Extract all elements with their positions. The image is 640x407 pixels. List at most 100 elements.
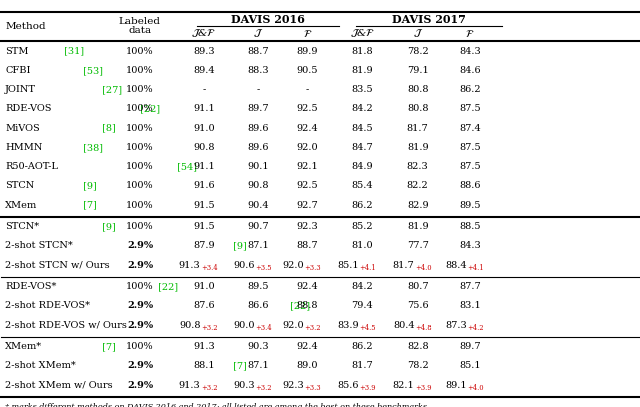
Text: 81.9: 81.9 (407, 143, 429, 152)
Text: 90.1: 90.1 (247, 162, 269, 171)
Text: 86.2: 86.2 (351, 342, 373, 351)
Text: STM: STM (5, 47, 29, 56)
Text: 92.1: 92.1 (296, 162, 318, 171)
Text: 87.1: 87.1 (247, 361, 269, 370)
Text: $\mathcal{J}$: $\mathcal{J}$ (413, 27, 423, 39)
Text: Labeled: Labeled (119, 17, 161, 26)
Text: 2.9%: 2.9% (127, 381, 153, 389)
Text: -: - (257, 85, 260, 94)
Text: 92.4: 92.4 (296, 282, 318, 291)
Text: 80.7: 80.7 (407, 282, 429, 291)
Text: 100%: 100% (126, 124, 154, 133)
Text: [31]: [31] (61, 47, 84, 56)
Text: 84.3: 84.3 (459, 47, 481, 56)
Text: 83.9: 83.9 (337, 321, 359, 330)
Text: 84.9: 84.9 (351, 162, 373, 171)
Text: 100%: 100% (126, 342, 154, 351)
Text: 85.1: 85.1 (460, 361, 481, 370)
Text: [9]: [9] (230, 241, 247, 250)
Text: 87.4: 87.4 (459, 124, 481, 133)
Text: 88.8: 88.8 (296, 301, 318, 310)
Text: 100%: 100% (126, 47, 154, 56)
Text: 87.1: 87.1 (247, 241, 269, 250)
Text: 88.7: 88.7 (296, 241, 318, 250)
Text: 100%: 100% (126, 162, 154, 171)
Text: 88.3: 88.3 (247, 66, 269, 75)
Text: 84.2: 84.2 (351, 105, 373, 114)
Text: +3.2: +3.2 (201, 384, 218, 392)
Text: 2.9%: 2.9% (127, 241, 153, 250)
Text: MiVOS: MiVOS (5, 124, 40, 133)
Text: 89.9: 89.9 (296, 47, 318, 56)
Text: 88.6: 88.6 (460, 182, 481, 190)
Text: 92.4: 92.4 (296, 342, 318, 351)
Text: 82.9: 82.9 (407, 201, 429, 210)
Text: 84.6: 84.6 (460, 66, 481, 75)
Text: [22]: [22] (136, 105, 160, 114)
Text: 100%: 100% (126, 85, 154, 94)
Text: JOINT: JOINT (5, 85, 36, 94)
Text: $\mathcal{J}$&$\mathcal{F}$: $\mathcal{J}$&$\mathcal{F}$ (191, 27, 216, 39)
Text: 90.4: 90.4 (247, 201, 269, 210)
Text: [9]: [9] (80, 182, 97, 190)
Text: 87.6: 87.6 (193, 301, 214, 310)
Text: 88.5: 88.5 (460, 222, 481, 231)
Text: 84.7: 84.7 (351, 143, 373, 152)
Text: 88.1: 88.1 (193, 361, 214, 370)
Text: 89.4: 89.4 (193, 66, 214, 75)
Text: +3.3: +3.3 (305, 384, 321, 392)
Text: +3.2: +3.2 (201, 324, 218, 332)
Text: Method: Method (5, 22, 46, 31)
Text: 86.2: 86.2 (351, 201, 373, 210)
Text: 89.7: 89.7 (460, 342, 481, 351)
Text: 91.5: 91.5 (193, 201, 214, 210)
Text: 92.5: 92.5 (296, 105, 318, 114)
Text: XMem*: XMem* (5, 342, 42, 351)
Text: 81.0: 81.0 (351, 241, 373, 250)
Text: 85.4: 85.4 (351, 182, 373, 190)
Text: 89.7: 89.7 (247, 105, 269, 114)
Text: 86.6: 86.6 (247, 301, 269, 310)
Text: 100%: 100% (126, 105, 154, 114)
Text: 2.9%: 2.9% (127, 260, 153, 269)
Text: 78.2: 78.2 (407, 47, 429, 56)
Text: [22]: [22] (156, 282, 179, 291)
Text: 100%: 100% (126, 182, 154, 190)
Text: 83.5: 83.5 (351, 85, 373, 94)
Text: 80.4: 80.4 (393, 321, 415, 330)
Text: 84.3: 84.3 (459, 241, 481, 250)
Text: 90.0: 90.0 (234, 321, 255, 330)
Text: 2-shot RDE-VOS w/ Ours: 2-shot RDE-VOS w/ Ours (5, 321, 127, 330)
Text: 89.3: 89.3 (193, 47, 214, 56)
Text: 87.3: 87.3 (445, 321, 467, 330)
Text: $\mathcal{F}$: $\mathcal{F}$ (465, 28, 475, 39)
Text: 80.8: 80.8 (407, 105, 428, 114)
Text: STCN: STCN (5, 182, 35, 190)
Text: +3.3: +3.3 (305, 264, 321, 272)
Text: 83.1: 83.1 (459, 301, 481, 310)
Text: 2-shot STCN*: 2-shot STCN* (5, 241, 73, 250)
Text: $\mathcal{F}$: $\mathcal{F}$ (303, 28, 312, 39)
Text: [7]: [7] (80, 201, 97, 210)
Text: HMMN: HMMN (5, 143, 42, 152)
Text: 91.3: 91.3 (179, 381, 200, 389)
Text: 79.4: 79.4 (351, 301, 373, 310)
Text: 84.5: 84.5 (351, 124, 373, 133)
Text: RDE-VOS*: RDE-VOS* (5, 282, 56, 291)
Text: 85.1: 85.1 (337, 260, 359, 269)
Text: 87.9: 87.9 (193, 241, 214, 250)
Text: 100%: 100% (126, 143, 154, 152)
Text: +3.4: +3.4 (255, 324, 272, 332)
Text: +3.4: +3.4 (201, 264, 218, 272)
Text: DAVIS 2017: DAVIS 2017 (392, 14, 466, 25)
Text: [27]: [27] (99, 85, 122, 94)
Text: [8]: [8] (99, 124, 116, 133)
Text: R50-AOT-L: R50-AOT-L (5, 162, 58, 171)
Text: +4.1: +4.1 (467, 264, 484, 272)
Text: [53]: [53] (80, 66, 103, 75)
Text: 92.0: 92.0 (296, 143, 318, 152)
Text: [54]: [54] (174, 162, 197, 171)
Text: 91.3: 91.3 (179, 260, 200, 269)
Text: +3.5: +3.5 (255, 264, 272, 272)
Text: XMem: XMem (5, 201, 37, 210)
